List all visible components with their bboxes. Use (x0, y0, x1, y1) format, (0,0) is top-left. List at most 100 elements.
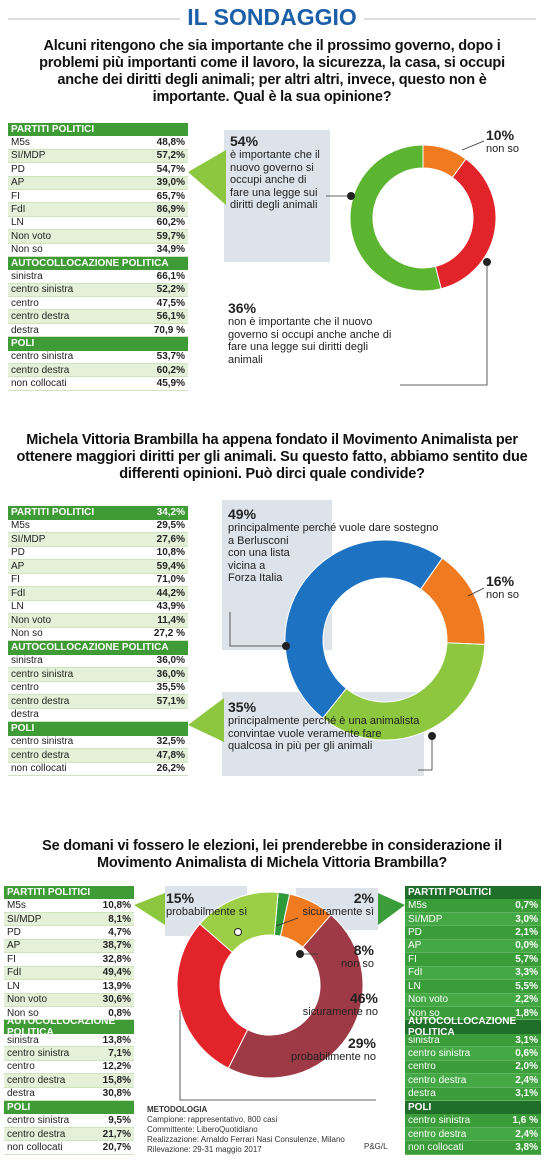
methodology-line: Campione: rappresentativo, 800 casi (147, 1115, 278, 1124)
segment-label: 46% sicuramente no (298, 990, 378, 1019)
cell-label: FI (7, 953, 16, 965)
segment-label: 2% sicuramente sì (298, 890, 374, 919)
cell-value: 35,5% (156, 682, 185, 694)
cell-label: LN (11, 601, 24, 613)
cell-label: non collocati (11, 763, 67, 775)
cell-label: FI (11, 574, 20, 586)
cell-value: 65,7% (156, 190, 185, 202)
group-title: AUTOCOLLOCAZIONE POLITICA (11, 642, 169, 654)
cell-label: FdI (11, 204, 26, 216)
cell-value: 45,9% (156, 378, 185, 390)
question: Alcuni ritengono che sia importante che … (39, 38, 505, 105)
table-row: LN 5,5% (405, 980, 541, 994)
cell-value: 56,1% (156, 311, 185, 323)
table-row: AP 59,4% (8, 560, 188, 574)
table-row: FI 71,0% (8, 573, 188, 587)
table-row: sinistra 3,1% (405, 1033, 541, 1048)
category-label: probabilmente no (290, 1051, 376, 1063)
cell-value: 49,4% (102, 967, 131, 979)
cell-value: 13,8% (102, 1034, 131, 1046)
table-row: SI/MDP 27,6% (8, 533, 188, 547)
cell-value: 2,2% (515, 994, 538, 1006)
cell-label: Non so (7, 1007, 39, 1019)
cell-value: 32,5% (156, 736, 185, 748)
cell-label: Non voto (7, 994, 48, 1006)
table: PARTITI POLITICI 34,2% M5s 29,5% SI/MDP 27,6%… (8, 506, 188, 776)
table-row: PD 2,1% (405, 926, 541, 940)
table-row: FdI 86,9% (8, 203, 188, 217)
cell-value: 0,0% (515, 940, 538, 952)
value-label: 2% (353, 890, 374, 906)
cell-label: centro sinistra (11, 351, 74, 363)
cell-value: 70,9 % (153, 324, 185, 336)
table: PARTITI POLITICI M5s 10,8% SI/MDP 8,1% PD 4,7%… (4, 886, 134, 1155)
cell-value: 26,2% (156, 763, 185, 775)
table-row: destra 30,8% (4, 1087, 134, 1101)
table-row: M5s 48,8% (8, 136, 188, 150)
table-row: sinistra 66,1% (8, 270, 188, 284)
cell-value: 34,9% (156, 244, 185, 256)
leader-dot (428, 732, 436, 740)
cell-label: destra (7, 1088, 35, 1100)
category-label: non so (486, 589, 520, 601)
group-title: AUTOCOLLOCAZIONE POLITICA (408, 1016, 517, 1039)
table-row: Non so 34,9% (8, 243, 188, 257)
table-row: SI/MDP 8,1% (4, 912, 134, 927)
category-label: non è importante che il nuovo governo si… (228, 316, 392, 366)
cell-label: SI/MDP (408, 913, 443, 925)
segment-label: 35% principalmente perché è una animalist… (228, 699, 420, 753)
table-row: Non so 27,2 % (8, 627, 188, 641)
cell-value: 59,7% (156, 230, 185, 242)
donut-segment (321, 642, 486, 741)
cell-label: Non voto (408, 994, 449, 1006)
leader-line (461, 140, 485, 151)
cell-value: 9,5% (108, 1115, 131, 1127)
cell-value: 2,4% (515, 1074, 538, 1086)
table-row: non collocati 20,7% (4, 1141, 134, 1155)
cell-value: 1,6 % (512, 1115, 538, 1127)
cell-value: 13,9% (102, 980, 131, 992)
cell-label: AP (11, 177, 25, 189)
cell-value: 8,1% (108, 913, 131, 925)
table-row: AP 0,0% (405, 939, 541, 954)
leader-dot (282, 642, 290, 650)
cell-value: 71,0% (156, 574, 185, 586)
leader-line (400, 262, 488, 386)
cell-value: 36,0% (156, 668, 185, 680)
cell-label: M5s (11, 137, 30, 149)
cell-label: centro destra (11, 364, 70, 376)
table-row: M5s 29,5% (8, 519, 188, 533)
table-row: FdI 49,4% (4, 966, 134, 981)
table-group-header: PARTITI POLITICI (8, 123, 188, 137)
table-row: sinistra 36,0% (8, 654, 188, 668)
cell-label: centro (11, 682, 39, 694)
segment-label: 15% probabilmente sì (166, 890, 256, 919)
table-row: FI 65,7% (8, 189, 188, 204)
table-row: centro sinistra 32,5% (8, 735, 188, 749)
cell-value: 2,0% (515, 1061, 538, 1073)
cell-value: 27,6% (156, 533, 185, 545)
table-group-header: POLI (405, 1101, 541, 1115)
category-label: è importante che il nuovo governo si occ… (230, 149, 320, 211)
donut-segment (199, 891, 279, 953)
table-row: centro destra 47,8% (8, 749, 188, 763)
cell-value: 20,7% (102, 1142, 131, 1154)
leader-dot (234, 928, 242, 936)
value-label: 10% (486, 127, 515, 143)
cell-label: FI (408, 953, 417, 965)
table-row: centro destra 57,1% (8, 695, 188, 709)
cell-label: sinistra (11, 655, 43, 667)
cell-value: 57,2% (156, 150, 185, 162)
cell-value: 10,8% (156, 547, 185, 559)
cell-label: sinistra (408, 1034, 440, 1046)
cell-label: centro destra (7, 1128, 66, 1140)
donut-segment (284, 539, 444, 719)
value-label: 46% (349, 990, 378, 1006)
cell-label: non collocati (11, 378, 67, 390)
group-title: AUTOCOLLOCAZIONE POLITICA (7, 1016, 116, 1039)
cell-value: 0,6% (515, 1047, 538, 1059)
table-row: centro sinistra 52,2% (8, 283, 188, 298)
cell-label: SI/MDP (7, 913, 42, 925)
cell-value: 3,1% (515, 1088, 538, 1100)
